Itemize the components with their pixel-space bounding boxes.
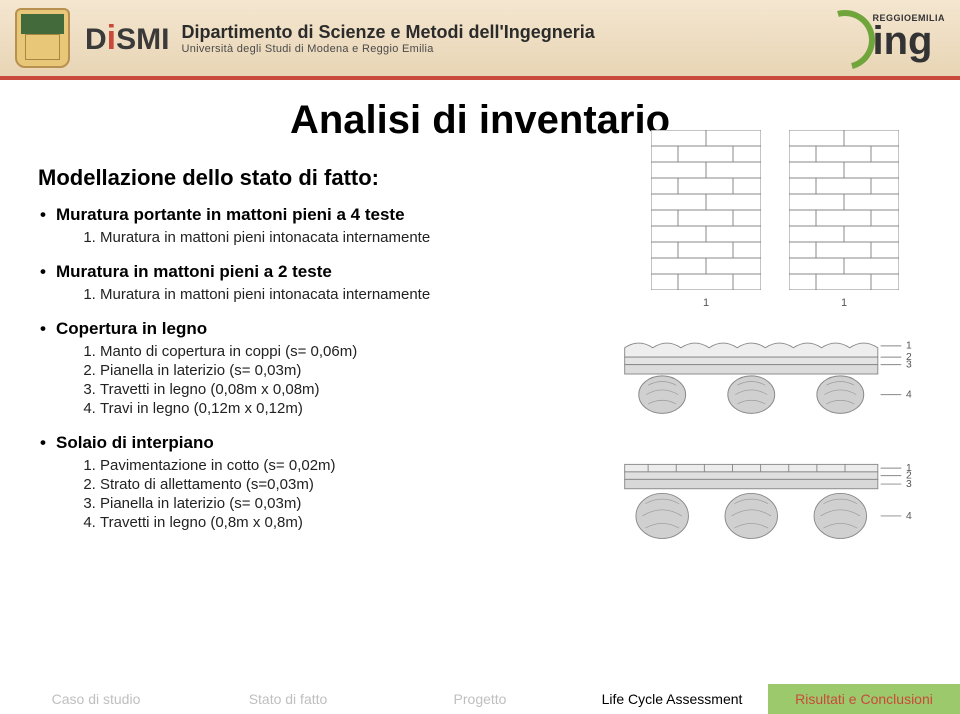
- roof-section-figure: 1 2 3 4: [620, 329, 930, 437]
- floor-label-4: 4: [906, 511, 912, 522]
- floor-section-figure: 1 2 3 4: [620, 455, 930, 573]
- list-item: Strato di allettamento (s=0,03m): [100, 476, 598, 493]
- dismi-block: DiSMI Dipartimento di Scienze e Metodi d…: [85, 19, 595, 58]
- footer-tab-3: Life Cycle Assessment: [576, 684, 768, 714]
- group-list-2: Manto di copertura in coppi (s= 0,06m) P…: [100, 343, 598, 417]
- ing-big-text: ing: [872, 23, 945, 59]
- department-title: Dipartimento di Scienze e Metodi dell'In…: [181, 22, 594, 43]
- wall-figure-2: 1: [789, 130, 899, 309]
- floor-section-svg: 1 2 3 4: [620, 455, 920, 568]
- group-title-1: Muratura in mattoni pieni a 2 teste: [38, 262, 598, 282]
- content-column: Modellazione dello stato di fatto: Murat…: [38, 165, 598, 547]
- group-list-0: Muratura in mattoni pieni intonacata int…: [100, 229, 598, 246]
- brick-wall-2-svg: [789, 130, 899, 290]
- footer-tab-4: Risultati e Conclusioni: [768, 684, 960, 714]
- group-title-2: Copertura in legno: [38, 319, 598, 339]
- footer-tab-0: Caso di studio: [0, 684, 192, 714]
- wall-dim-1: 1: [651, 297, 761, 309]
- footer-tab-2: Progetto: [384, 684, 576, 714]
- roof-label-3: 3: [906, 359, 912, 370]
- list-item: Travetti in legno (0,08m x 0,08m): [100, 381, 598, 398]
- list-item: Pianella in laterizio (s= 0,03m): [100, 495, 598, 512]
- list-item: Manto di copertura in coppi (s= 0,06m): [100, 343, 598, 360]
- footer-tab-1: Stato di fatto: [192, 684, 384, 714]
- floor-label-3: 3: [906, 479, 912, 490]
- group-list-1: Muratura in mattoni pieni intonacata int…: [100, 286, 598, 303]
- wall-figure-1: 1: [651, 130, 761, 309]
- university-crest-icon: [15, 8, 70, 68]
- department-subtitle: Università degli Studi di Modena e Reggi…: [181, 43, 594, 55]
- department-text: Dipartimento di Scienze e Metodi dell'In…: [181, 22, 594, 55]
- ing-swoosh-icon: [815, 8, 870, 63]
- group-list-3: Pavimentazione in cotto (s= 0,02m) Strat…: [100, 457, 598, 531]
- list-item: Muratura in mattoni pieni intonacata int…: [100, 286, 598, 303]
- wall-dim-2: 1: [789, 297, 899, 309]
- roof-label-4: 4: [906, 389, 912, 400]
- section-heading: Modellazione dello stato di fatto:: [38, 165, 598, 191]
- group-title-3: Solaio di interpiano: [38, 433, 598, 453]
- dismi-logo: DiSMI: [85, 19, 169, 58]
- brick-wall-1-svg: [651, 130, 761, 290]
- list-item: Travi in legno (0,12m x 0,12m): [100, 400, 598, 417]
- footer-nav: Caso di studio Stato di fatto Progetto L…: [0, 684, 960, 714]
- slide-header: DiSMI Dipartimento di Scienze e Metodi d…: [0, 0, 960, 80]
- list-item: Muratura in mattoni pieni intonacata int…: [100, 229, 598, 246]
- list-item: Travetti in legno (0,8m x 0,8m): [100, 514, 598, 531]
- group-title-0: Muratura portante in mattoni pieni a 4 t…: [38, 205, 598, 225]
- list-item: Pavimentazione in cotto (s= 0,02m): [100, 457, 598, 474]
- roof-section-svg: 1 2 3 4: [620, 329, 920, 432]
- ing-logo-block: REGGIOEMILIA ing: [815, 8, 945, 63]
- figures-column: 1 1: [620, 130, 930, 591]
- wall-figures: 1 1: [620, 130, 930, 309]
- list-item: Pianella in laterizio (s= 0,03m): [100, 362, 598, 379]
- roof-label-1: 1: [906, 341, 912, 352]
